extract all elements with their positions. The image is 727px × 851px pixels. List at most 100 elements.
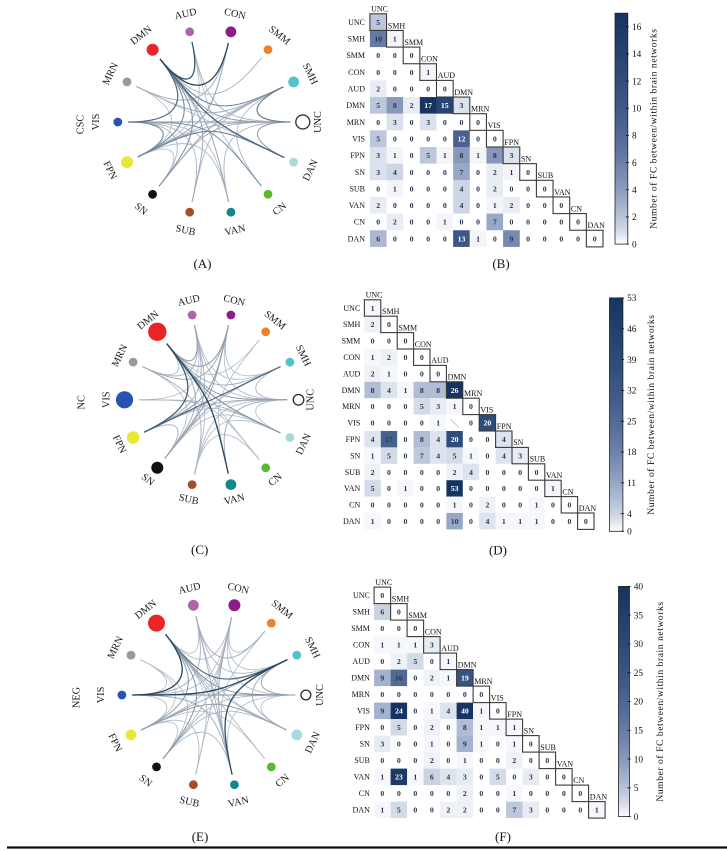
svg-text:35: 35 bbox=[634, 611, 644, 621]
svg-text:3: 3 bbox=[430, 641, 434, 650]
svg-text:0: 0 bbox=[410, 168, 414, 177]
svg-text:1: 1 bbox=[403, 484, 407, 493]
svg-text:2: 2 bbox=[453, 468, 457, 477]
svg-text:0: 0 bbox=[403, 517, 407, 526]
svg-text:2: 2 bbox=[632, 213, 637, 223]
svg-text:0: 0 bbox=[469, 435, 473, 444]
svg-text:40: 40 bbox=[461, 707, 469, 716]
svg-text:0: 0 bbox=[420, 419, 424, 428]
svg-text:3: 3 bbox=[436, 402, 440, 411]
svg-text:1: 1 bbox=[535, 517, 539, 526]
svg-text:1: 1 bbox=[446, 657, 450, 666]
svg-text:40: 40 bbox=[634, 583, 644, 593]
svg-text:UNC: UNC bbox=[305, 389, 316, 411]
svg-text:2: 2 bbox=[376, 85, 380, 94]
svg-text:0: 0 bbox=[380, 591, 384, 600]
svg-text:14: 14 bbox=[632, 50, 642, 60]
svg-text:0: 0 bbox=[502, 501, 506, 510]
svg-text:CN: CN bbox=[349, 501, 360, 510]
svg-text:SMH: SMH bbox=[392, 594, 410, 603]
svg-text:0: 0 bbox=[545, 773, 549, 782]
svg-text:0: 0 bbox=[403, 353, 407, 362]
svg-text:0: 0 bbox=[443, 168, 447, 177]
svg-text:SUB: SUB bbox=[349, 184, 365, 193]
svg-text:2: 2 bbox=[410, 101, 414, 110]
svg-text:0: 0 bbox=[436, 501, 440, 510]
svg-text:VAN: VAN bbox=[227, 795, 250, 811]
svg-text:20: 20 bbox=[484, 419, 492, 428]
svg-text:8: 8 bbox=[463, 723, 467, 732]
svg-text:DAN: DAN bbox=[343, 517, 361, 526]
svg-text:5: 5 bbox=[397, 723, 401, 732]
svg-text:1: 1 bbox=[380, 641, 384, 650]
svg-text:0: 0 bbox=[543, 234, 547, 243]
svg-text:23: 23 bbox=[395, 773, 403, 782]
svg-text:SMH: SMH bbox=[348, 35, 366, 44]
svg-text:4: 4 bbox=[460, 201, 464, 210]
svg-text:CON: CON bbox=[222, 293, 246, 309]
svg-text:0: 0 bbox=[426, 184, 430, 193]
svg-text:0: 0 bbox=[476, 184, 480, 193]
svg-text:0: 0 bbox=[443, 234, 447, 243]
svg-text:0: 0 bbox=[493, 234, 497, 243]
svg-text:VIS: VIS bbox=[91, 113, 102, 130]
svg-text:5: 5 bbox=[413, 657, 417, 666]
svg-text:2: 2 bbox=[430, 723, 434, 732]
svg-text:MRN: MRN bbox=[342, 402, 360, 411]
svg-text:0: 0 bbox=[446, 690, 450, 699]
svg-text:0: 0 bbox=[426, 85, 430, 94]
svg-text:VAN: VAN bbox=[557, 759, 574, 768]
svg-text:FPN: FPN bbox=[507, 710, 522, 719]
svg-text:3: 3 bbox=[509, 151, 513, 160]
svg-text:UNC: UNC bbox=[366, 291, 383, 300]
svg-text:0: 0 bbox=[430, 806, 434, 815]
svg-text:3: 3 bbox=[393, 118, 397, 127]
svg-text:4: 4 bbox=[446, 773, 450, 782]
svg-text:MRN: MRN bbox=[347, 118, 365, 127]
svg-text:2: 2 bbox=[371, 369, 375, 378]
svg-text:1: 1 bbox=[436, 419, 440, 428]
svg-text:CON: CON bbox=[415, 340, 432, 349]
svg-text:0: 0 bbox=[410, 201, 414, 210]
svg-text:1: 1 bbox=[403, 386, 407, 395]
svg-text:0: 0 bbox=[380, 690, 384, 699]
svg-text:0: 0 bbox=[387, 484, 391, 493]
svg-text:SMM: SMM bbox=[342, 337, 361, 346]
svg-text:0: 0 bbox=[502, 468, 506, 477]
svg-text:DAN: DAN bbox=[353, 806, 371, 815]
svg-text:DMN: DMN bbox=[454, 88, 473, 97]
svg-text:0: 0 bbox=[562, 789, 566, 798]
svg-text:1: 1 bbox=[595, 806, 599, 815]
svg-text:0: 0 bbox=[446, 756, 450, 765]
svg-text:4: 4 bbox=[387, 386, 391, 395]
svg-text:1: 1 bbox=[496, 723, 500, 732]
svg-text:(A): (A) bbox=[193, 256, 211, 271]
svg-text:25: 25 bbox=[627, 417, 637, 427]
svg-text:0: 0 bbox=[446, 723, 450, 732]
svg-text:0: 0 bbox=[543, 184, 547, 193]
svg-text:0: 0 bbox=[410, 85, 414, 94]
svg-text:0: 0 bbox=[387, 402, 391, 411]
svg-text:SUB: SUB bbox=[345, 468, 361, 477]
svg-text:4: 4 bbox=[485, 517, 489, 526]
svg-text:4: 4 bbox=[632, 186, 637, 196]
svg-text:VIS: VIS bbox=[488, 121, 501, 130]
svg-text:0: 0 bbox=[380, 657, 384, 666]
svg-text:0: 0 bbox=[518, 468, 522, 477]
svg-text:MRN: MRN bbox=[474, 677, 492, 686]
svg-text:0: 0 bbox=[529, 756, 533, 765]
svg-text:(B): (B) bbox=[492, 256, 509, 271]
svg-text:4: 4 bbox=[460, 184, 464, 193]
svg-text:8: 8 bbox=[393, 101, 397, 110]
svg-text:0: 0 bbox=[426, 168, 430, 177]
svg-text:0: 0 bbox=[410, 218, 414, 227]
svg-text:SMM: SMM bbox=[346, 51, 365, 60]
svg-text:0: 0 bbox=[551, 501, 555, 510]
svg-text:10: 10 bbox=[634, 755, 644, 765]
svg-text:53: 53 bbox=[627, 294, 637, 304]
svg-text:39: 39 bbox=[627, 356, 637, 366]
svg-text:0: 0 bbox=[479, 773, 483, 782]
svg-text:SMM: SMM bbox=[404, 38, 423, 47]
svg-text:0: 0 bbox=[376, 51, 380, 60]
svg-text:6: 6 bbox=[632, 159, 637, 169]
